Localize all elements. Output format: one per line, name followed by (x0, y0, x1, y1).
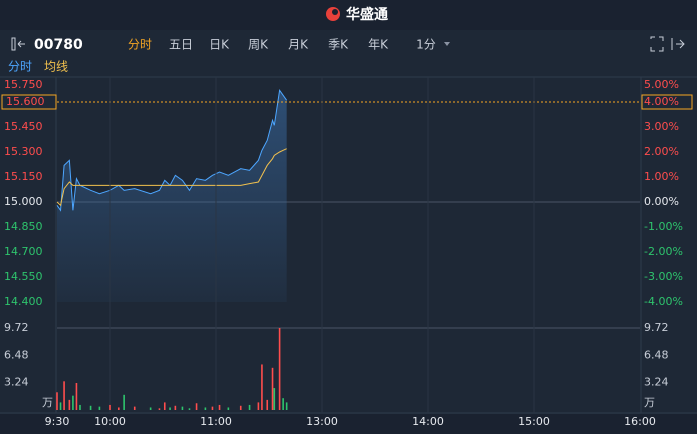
time-axis-bar (0, 414, 697, 434)
y2-tick-label: 0.00% (644, 195, 679, 208)
current-price-label: 15.600 (6, 95, 45, 108)
volume-bar (218, 404, 221, 410)
current-price-box (1, 94, 57, 110)
volume-bar (248, 404, 251, 410)
volume-bar (63, 381, 65, 410)
y-tick-label: 14.400 (4, 295, 43, 308)
volume-bar (188, 408, 191, 410)
y2-tick-label: -4.00% (644, 295, 683, 308)
y-tick-label: 15.000 (4, 195, 43, 208)
tab[interactable]: 1分 (416, 38, 436, 52)
volume-bar (56, 392, 58, 410)
stock-code: 00780 (34, 37, 83, 53)
tab[interactable]: 月K (288, 38, 309, 52)
y2-tick-label: -3.00% (644, 270, 683, 283)
y2-tick-label: -2.00% (644, 245, 683, 258)
volume-bar (79, 404, 81, 410)
volume-bar (195, 403, 198, 410)
y2-tick-label: 1.00% (644, 170, 679, 183)
exit-icon[interactable] (671, 38, 685, 50)
x-tick-label: 15:00 (518, 415, 550, 428)
current-change-box (641, 94, 693, 110)
volume-bar (59, 402, 62, 410)
y-tick-label: 14.850 (4, 220, 43, 233)
y2-tick-label: 3.24 (644, 376, 669, 389)
volume-bar (181, 406, 184, 410)
y-tick-label: 14.550 (4, 270, 43, 283)
volume-bar (118, 407, 120, 410)
volume-bar (282, 398, 284, 410)
y-tick-label: 9.72 (4, 321, 29, 334)
volume-bar (149, 407, 152, 410)
volume-bar (271, 367, 274, 410)
volume-bar (204, 407, 207, 410)
y-tick-label: 15.300 (4, 145, 43, 158)
legend-entry: 均线 (44, 60, 68, 74)
volume-bar (261, 364, 263, 410)
y-tick-label: 6.48 (4, 348, 29, 361)
y2-tick-label: 5.00% (644, 78, 679, 91)
y-tick-label: 3.24 (4, 376, 29, 389)
tab[interactable]: 年K (368, 38, 389, 52)
volume-unit: 万 (42, 396, 53, 409)
volume-bar (163, 402, 166, 410)
panel-icon-arrow (17, 40, 25, 48)
y2-tick-label: 2.00% (644, 145, 679, 158)
y-tick-label: 14.700 (4, 245, 43, 258)
volume-bar (211, 406, 214, 410)
volume-bar (133, 406, 136, 410)
fullscreen-icon[interactable] (650, 36, 664, 52)
volume-bar (98, 406, 101, 410)
dropdown-caret[interactable] (444, 42, 450, 46)
y2-tick-label: 6.48 (644, 348, 669, 361)
volume-bar (169, 407, 171, 410)
x-tick-label: 16:00 (624, 415, 656, 428)
x-tick-label: 9:30 (45, 415, 70, 428)
brand-logo-inner (332, 9, 338, 15)
x-tick-label: 11:00 (200, 415, 232, 428)
volume-bar (266, 399, 269, 410)
tab[interactable]: 分时 (128, 38, 152, 52)
volume-bar (257, 402, 260, 410)
volume-bar (278, 328, 281, 410)
legend-entry: 分时 (8, 60, 32, 74)
y2-tick-label: -1.00% (644, 220, 683, 233)
toolbar (0, 30, 697, 58)
tab[interactable]: 五日 (169, 38, 193, 52)
x-tick-label: 14:00 (412, 415, 444, 428)
volume-bar (72, 395, 74, 410)
y-tick-label: 15.150 (4, 170, 43, 183)
volume-bar (68, 399, 71, 410)
volume-bar (227, 407, 230, 410)
y2-tick-label: 9.72 (644, 321, 669, 334)
volume-bar (109, 404, 111, 410)
y2-tick-label: 3.00% (644, 120, 679, 133)
volume-bar (273, 388, 276, 410)
legend-bar (0, 58, 697, 77)
volume-bar (89, 405, 92, 410)
x-tick-label: 10:00 (94, 415, 126, 428)
volume-bar (158, 408, 161, 410)
y-tick-label: 15.750 (4, 78, 43, 91)
volume-bar (174, 405, 177, 410)
volume-bar (285, 402, 288, 410)
tab[interactable]: 日K (209, 38, 230, 52)
current-change-label: 4.00% (644, 95, 679, 108)
volume-bar (123, 394, 125, 410)
series-line (56, 89, 288, 212)
brand-name: 华盛通 (346, 6, 388, 23)
series-line (56, 148, 287, 207)
tab[interactable]: 周K (248, 38, 269, 52)
tab[interactable]: 季K (328, 38, 349, 52)
volume-unit: 万 (644, 396, 655, 409)
volume-bar (239, 405, 242, 410)
panel-icon[interactable] (11, 37, 16, 51)
price-area (57, 90, 287, 302)
volume-bar (75, 383, 78, 410)
title-bar (0, 0, 697, 30)
x-tick-label: 13:00 (306, 415, 338, 428)
y-tick-label: 15.450 (4, 120, 43, 133)
